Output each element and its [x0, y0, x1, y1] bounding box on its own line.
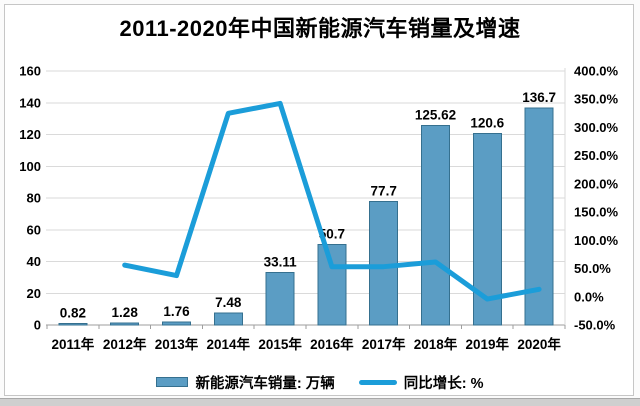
bar-value-label: 33.11: [264, 254, 298, 269]
bar-2013年: [162, 321, 191, 326]
right-axis-tick-label: 200.0%: [574, 176, 619, 191]
bar-2019年: [472, 133, 502, 326]
legend-item-growth: 同比增长: %: [358, 372, 484, 393]
left-axis-tick-label: 100: [19, 159, 41, 174]
left-axis-tick-label: 20: [27, 286, 41, 301]
bar-value-label: 7.48: [215, 295, 242, 310]
left-axis-tick-label: 0: [34, 318, 41, 333]
bar-series-swatch-icon: [156, 377, 189, 387]
left-axis-tick-label: 140: [19, 95, 41, 110]
bar-2015年: [265, 271, 295, 326]
right-axis-tick-label: 250.0%: [574, 148, 619, 163]
x-axis-category-label: 2013年: [155, 336, 199, 352]
x-axis-category-label: 2012年: [103, 336, 147, 352]
chart-title: 2011-2020年中国新能源汽车销量及增速: [119, 16, 521, 41]
right-axis-tick-label: -50.0%: [574, 318, 616, 333]
x-axis-category-label: 2018年: [414, 336, 458, 352]
growth-line: [122, 100, 542, 302]
legend-label-growth: 同比增长: %: [403, 375, 484, 392]
right-axis-tick-label: 0.0%: [574, 289, 604, 304]
left-axis-tick-label: 60: [27, 222, 41, 237]
x-axis-category-label: 2016年: [310, 336, 354, 352]
bar-2011年: [58, 323, 88, 326]
left-axis-tick-label: 40: [27, 254, 41, 269]
window-bottom-edge: [0, 398, 640, 406]
bar-value-label: 1.28: [112, 305, 139, 320]
legend-label-sales: 新能源汽车销量: 万辆: [195, 375, 335, 392]
bar-2014年: [213, 312, 243, 326]
x-axis-category-label: 2015年: [258, 336, 302, 352]
right-axis-tick-label: 100.0%: [574, 233, 619, 248]
bar-value-label: 120.6: [470, 116, 504, 131]
left-axis-tick-label: 160: [19, 64, 41, 79]
bar-value-label: 50.7: [319, 227, 345, 242]
bar-value-label: 0.82: [60, 306, 86, 321]
line-series-swatch-icon: [358, 379, 397, 385]
bar-value-label: 77.7: [371, 184, 397, 199]
right-axis-tick-label: 300.0%: [574, 120, 619, 135]
bar-2018年: [421, 125, 450, 326]
bar-2012年: [110, 322, 140, 326]
right-axis-tick-label: 350.0%: [574, 92, 619, 107]
left-axis-tick-label: 120: [19, 127, 41, 142]
bar-value-label: 136.7: [522, 90, 556, 105]
bar-2016年: [317, 244, 347, 326]
right-axis-tick-label: 50.0%: [574, 261, 611, 276]
x-axis-category-label: 2019年: [466, 336, 510, 352]
bar-value-label: 125.62: [415, 108, 456, 123]
right-axis-tick-label: 150.0%: [574, 205, 619, 220]
legend-item-sales: 新能源汽车销量: 万辆: [156, 372, 335, 393]
x-axis-category-label: 2014年: [207, 336, 251, 352]
x-axis-category-label: 2011年: [52, 336, 95, 352]
x-axis-category-label: 2020年: [517, 336, 561, 352]
left-axis-tick-label: 80: [27, 191, 41, 206]
bar-value-label: 1.76: [163, 304, 190, 319]
chart-legend: 新能源汽车销量: 万辆 同比增长: %: [0, 371, 640, 393]
right-axis-tick-label: 400.0%: [574, 64, 619, 79]
x-axis-category-label: 2017年: [362, 336, 406, 352]
